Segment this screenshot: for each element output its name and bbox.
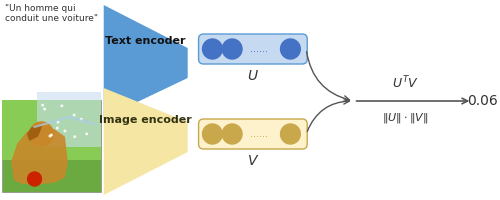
Bar xyxy=(36,92,101,147)
FancyBboxPatch shape xyxy=(198,119,307,149)
Polygon shape xyxy=(104,88,188,195)
FancyBboxPatch shape xyxy=(198,34,307,64)
Circle shape xyxy=(86,133,88,135)
Circle shape xyxy=(202,39,222,59)
Circle shape xyxy=(222,124,242,144)
Text: ......: ...... xyxy=(250,44,268,54)
Text: Text encoder: Text encoder xyxy=(106,36,186,46)
Circle shape xyxy=(64,130,66,132)
Circle shape xyxy=(44,108,46,110)
Circle shape xyxy=(280,39,300,59)
Text: $V$: $V$ xyxy=(246,154,259,168)
Circle shape xyxy=(280,124,300,144)
Text: $U^TV$: $U^TV$ xyxy=(392,75,418,91)
Circle shape xyxy=(74,114,75,116)
Text: 0.06: 0.06 xyxy=(466,94,498,108)
Circle shape xyxy=(80,118,82,120)
Text: $\|U\| \cdot \|V\|$: $\|U\| \cdot \|V\|$ xyxy=(382,111,428,125)
Circle shape xyxy=(42,104,43,106)
Circle shape xyxy=(56,127,58,129)
Circle shape xyxy=(202,124,222,144)
Circle shape xyxy=(49,135,51,137)
Circle shape xyxy=(61,105,62,107)
Polygon shape xyxy=(28,126,42,140)
Text: Image encoder: Image encoder xyxy=(100,115,192,125)
Circle shape xyxy=(50,134,52,136)
Circle shape xyxy=(74,136,76,137)
Polygon shape xyxy=(12,127,67,184)
Text: "Un homme qui
conduit une voiture": "Un homme qui conduit une voiture" xyxy=(5,4,98,23)
Text: ......: ...... xyxy=(250,129,268,139)
Bar xyxy=(2,100,101,160)
Bar xyxy=(2,100,101,192)
Polygon shape xyxy=(104,5,188,118)
Text: $U$: $U$ xyxy=(247,69,259,83)
Circle shape xyxy=(57,121,59,123)
Circle shape xyxy=(28,172,42,186)
Circle shape xyxy=(222,39,242,59)
Circle shape xyxy=(30,122,54,146)
